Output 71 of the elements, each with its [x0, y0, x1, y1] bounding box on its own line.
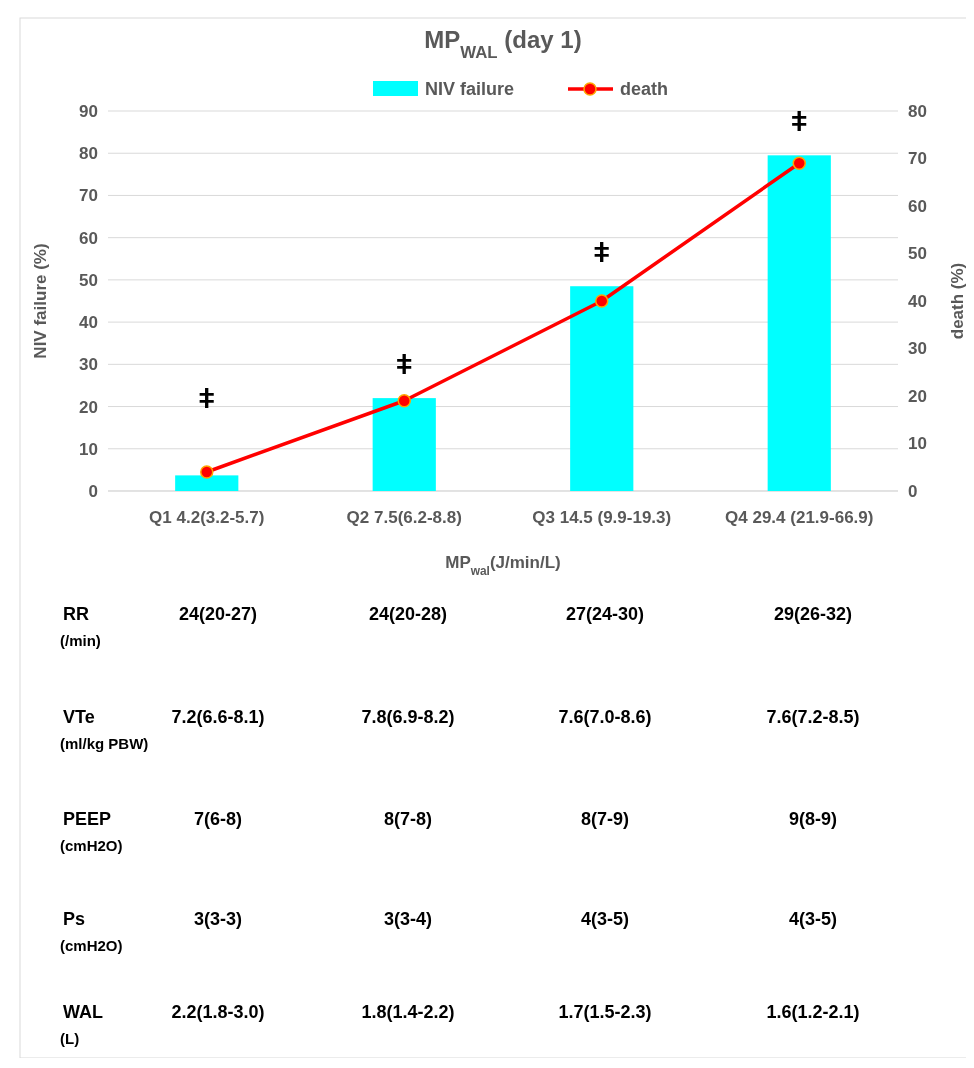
text: WAL — [63, 1002, 103, 1022]
text: (L) — [60, 1030, 80, 1047]
y2-tick-label: 0 — [908, 481, 918, 501]
point — [200, 465, 214, 479]
text: 8(7-8) — [383, 809, 433, 829]
annotation: ǂ — [396, 348, 413, 380]
text: 27(24-30) — [565, 604, 645, 624]
text: 3(3-3) — [193, 909, 243, 929]
text: 1.6(1.2-2.1) — [766, 1002, 860, 1022]
annotation: ǂ — [791, 105, 808, 137]
y-tick-label: 50 — [79, 270, 98, 290]
text: (ml/kg PBW) — [60, 735, 149, 752]
text: 7.2(6.6-8.1) — [171, 707, 265, 727]
bar — [175, 475, 239, 491]
y2-tick-label: 40 — [908, 291, 927, 311]
bar — [570, 286, 634, 491]
y-tick-label: 70 — [79, 186, 98, 206]
y2-tick-label: 10 — [908, 434, 927, 454]
y2-tick-label: 30 — [908, 339, 927, 359]
y2-tick-label: 50 — [908, 244, 927, 264]
x-tick-label: Q3 14.5 (9.9-19.3) — [532, 508, 672, 527]
y-tick-label: 10 — [79, 439, 98, 459]
text: RR — [63, 604, 89, 624]
x-axis-title: MP$_{wal}$(J/min/L) — [445, 553, 561, 578]
y-tick-label: 20 — [79, 397, 98, 417]
y2-tick-label: 70 — [908, 149, 927, 169]
annotation: ǂ — [593, 236, 610, 268]
text: 4(3-5) — [788, 909, 838, 929]
point — [595, 294, 609, 308]
text: (/min) — [60, 632, 101, 649]
text: 24(20-27) — [178, 604, 258, 624]
text: 24(20-28) — [368, 604, 448, 624]
bar — [767, 155, 831, 491]
y-tick-label: 80 — [79, 144, 98, 164]
legend-label: death — [620, 79, 669, 99]
point — [792, 156, 806, 170]
text: 2.2(1.8-3.0) — [171, 1002, 265, 1022]
x-tick-label: Q2 7.5(6.2-8.8) — [346, 508, 462, 527]
y2-axis-title: death (%) — [948, 262, 967, 340]
y-axis-title: NIV failure (%) — [31, 243, 50, 359]
text: 1.7(1.5-2.3) — [558, 1002, 652, 1022]
chart-title: MP$_{WAL}$ (day 1) — [424, 26, 582, 62]
point — [397, 394, 411, 408]
y2-tick-label: 20 — [908, 386, 927, 406]
text: 9(8-9) — [788, 809, 838, 829]
text: 8(7-9) — [580, 809, 630, 829]
x-tick-label: Q1 4.2(3.2-5.7) — [149, 508, 265, 527]
y-tick-label: 30 — [79, 355, 98, 375]
y-tick-label: 40 — [79, 313, 98, 333]
y2-tick-label: 80 — [908, 101, 927, 121]
legend-label: NIV failure — [425, 79, 515, 99]
text: (cmH2O) — [60, 837, 123, 854]
text: 3(3-4) — [383, 909, 433, 929]
text: 4(3-5) — [580, 909, 630, 929]
y-tick-label: 90 — [79, 101, 98, 121]
text: Ps — [63, 909, 86, 929]
text: PEEP — [63, 809, 112, 829]
text: 29(26-32) — [773, 604, 853, 624]
text: VTe — [63, 707, 95, 727]
y2-tick-label: 60 — [908, 196, 927, 216]
annotation: ǂ — [198, 383, 215, 415]
text: 7.6(7.0-8.6) — [558, 707, 652, 727]
text: 7.6(7.2-8.5) — [766, 707, 860, 727]
y-tick-label: 0 — [88, 481, 98, 501]
bar — [372, 398, 436, 491]
text: 7(6-8) — [193, 809, 243, 829]
y-tick-label: 60 — [79, 228, 98, 248]
x-tick-label: Q4 29.4 (21.9-66.9) — [725, 508, 874, 527]
text: 1.8(1.4-2.2) — [361, 1002, 455, 1022]
text: (cmH2O) — [60, 937, 123, 954]
text: 7.8(6.9-8.2) — [361, 707, 455, 727]
